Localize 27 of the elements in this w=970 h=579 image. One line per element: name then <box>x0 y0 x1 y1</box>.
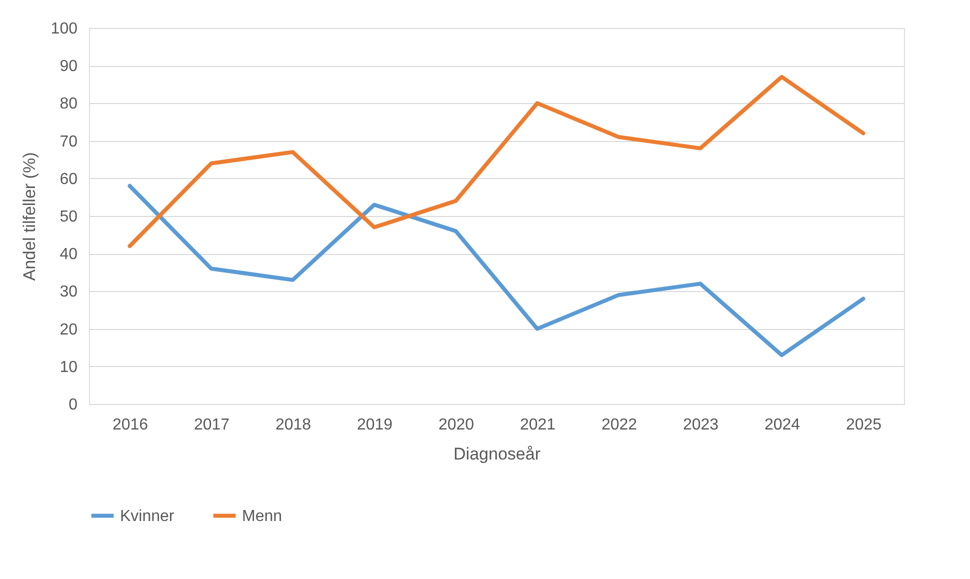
x-tick-label: 2017 <box>194 416 230 434</box>
x-tick-label: 2020 <box>438 416 474 434</box>
x-tick-label: 2019 <box>356 416 393 434</box>
y-tick-label: 50 <box>60 208 78 226</box>
x-tick-label: 2025 <box>846 416 882 434</box>
y-tick-label: 100 <box>50 20 78 38</box>
line-series <box>128 74 866 248</box>
y-tick-label: 30 <box>60 284 78 301</box>
x-axis-title: Diagnoseår <box>454 444 541 464</box>
y-tick-label: 20 <box>60 321 78 338</box>
x-tick-label: 2022 <box>601 416 638 434</box>
x-tick-label: 2018 <box>275 416 312 434</box>
x-tick-label: 2016 <box>112 416 148 434</box>
y-tick-label: 90 <box>60 58 78 76</box>
x-tick-label: 2021 <box>520 416 556 434</box>
legend-label: Menn <box>242 508 282 525</box>
x-tick-label: 2024 <box>764 416 800 434</box>
y-tick-label: 70 <box>60 133 78 150</box>
y-tick-label: 0 <box>68 396 78 414</box>
y-tick-label: 60 <box>60 170 78 188</box>
y-tick-label: 40 <box>60 246 78 264</box>
x-tick-label: 2023 <box>682 416 719 434</box>
line-series <box>128 184 866 358</box>
legend-label: Kvinner <box>120 508 175 525</box>
y-tick-label: 10 <box>60 358 78 376</box>
y-axis-title: Andel tilfeller (%) <box>20 152 39 281</box>
y-tick-label: 80 <box>60 96 78 113</box>
